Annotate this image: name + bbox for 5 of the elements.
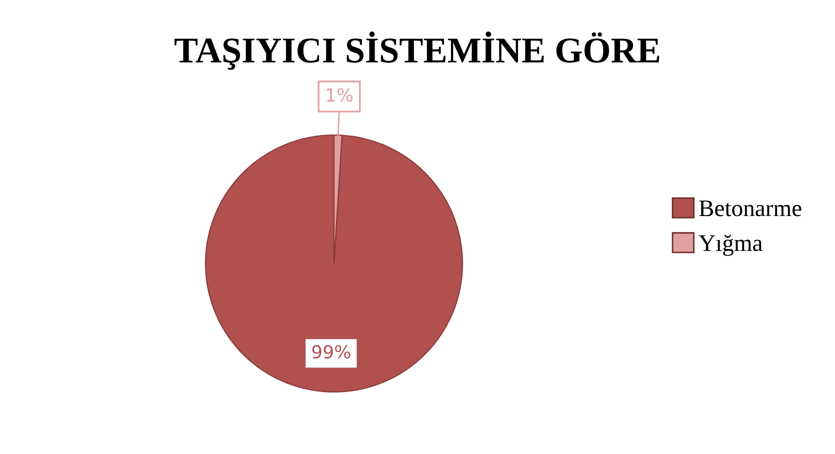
chart-title: TAŞIYICI SİSTEMİNE GÖRE: [174, 32, 660, 70]
legend-label: Yığma: [698, 234, 762, 256]
data-label: 99%: [312, 344, 350, 359]
legend-label: Betonarme: [699, 200, 802, 216]
data-label: 1%: [326, 88, 353, 102]
